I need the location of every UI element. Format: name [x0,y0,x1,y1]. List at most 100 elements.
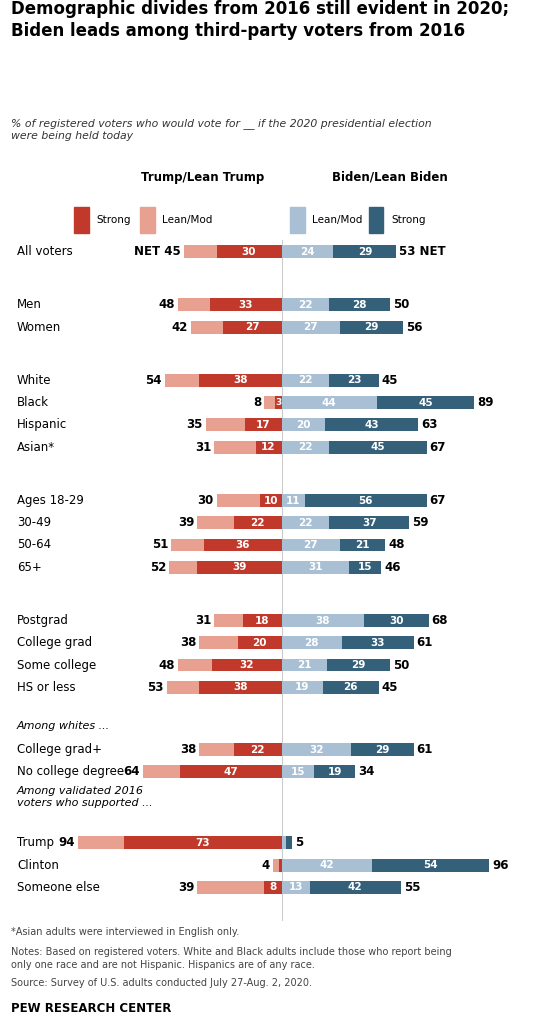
Text: 29: 29 [364,322,379,332]
Bar [140,208,155,232]
Text: 28: 28 [352,300,367,310]
Bar [199,743,234,756]
Text: All voters: All voters [17,246,73,258]
Bar [329,441,426,453]
Text: Someone else: Someone else [17,881,100,894]
Text: 28: 28 [305,637,319,648]
Bar [212,659,282,671]
Text: 47: 47 [223,767,238,776]
Bar [282,517,329,529]
Text: Strong: Strong [96,215,131,225]
Bar [282,837,286,849]
Text: 63: 63 [421,418,437,432]
Bar [282,441,329,453]
Text: Source: Survey of U.S. adults conducted July 27-Aug. 2, 2020.: Source: Survey of U.S. adults conducted … [11,978,312,988]
Bar [342,636,414,650]
Text: HS or less: HS or less [17,680,76,694]
Text: 48: 48 [158,299,175,311]
Text: 3: 3 [275,398,281,407]
Text: 48: 48 [158,659,175,671]
Text: 50-64: 50-64 [17,538,51,551]
Text: % of registered voters who would vote for __ if the 2020 presidential election
w: % of registered voters who would vote fo… [11,118,432,141]
Bar [329,374,379,387]
Text: 54: 54 [424,860,438,871]
Text: 38: 38 [180,636,196,650]
Text: 27: 27 [304,540,318,550]
Bar [282,246,334,258]
Text: *Asian adults were interviewed in English only.: *Asian adults were interviewed in Englis… [11,927,239,937]
Bar [282,614,364,627]
Text: 45: 45 [418,398,433,408]
Bar [191,320,223,333]
Bar [282,418,325,432]
Text: 73: 73 [195,838,210,848]
Text: 33: 33 [238,300,253,310]
Text: 52: 52 [150,561,166,574]
Text: 61: 61 [416,636,433,650]
Text: 56: 56 [406,320,422,333]
Bar [223,320,282,333]
Text: Strong: Strong [391,215,426,225]
Text: 34: 34 [358,765,374,779]
Text: 18: 18 [255,616,269,626]
Text: 20: 20 [253,637,267,648]
Text: Hispanic: Hispanic [17,418,67,432]
Bar [282,681,323,694]
Text: Asian*: Asian* [17,441,55,453]
Text: Black: Black [17,396,49,409]
Bar [164,374,199,387]
Text: 48: 48 [389,538,405,551]
Text: 10: 10 [264,495,278,505]
Bar [286,837,292,849]
Bar [275,396,282,409]
Text: 22: 22 [250,745,265,755]
Text: 22: 22 [298,442,312,452]
Bar [216,494,260,507]
Bar [214,614,243,627]
Text: 50: 50 [393,659,409,671]
Bar [264,396,275,409]
Bar [279,858,282,872]
Text: Demographic divides from 2016 still evident in 2020;
Biden leads among third-par: Demographic divides from 2016 still evid… [11,0,509,40]
Bar [167,681,199,694]
Text: 42: 42 [171,320,187,333]
Text: 45: 45 [382,374,398,387]
Text: Postgrad: Postgrad [17,614,69,627]
Text: 23: 23 [347,375,361,386]
Text: 29: 29 [358,247,372,257]
Bar [334,246,396,258]
Text: 20: 20 [296,419,310,430]
Text: College grad+: College grad+ [17,743,102,756]
Text: Some college: Some college [17,659,96,671]
Text: 26: 26 [344,682,358,693]
Bar [171,538,204,551]
Bar [310,881,401,894]
Text: 56: 56 [359,495,373,505]
Bar [255,441,282,453]
Text: 27: 27 [304,322,318,332]
Text: 4: 4 [261,858,270,872]
Bar [340,320,403,333]
Text: 53: 53 [147,680,164,694]
Bar [78,837,123,849]
Bar [234,517,282,529]
Text: 54: 54 [145,374,162,387]
Bar [234,743,282,756]
Text: 8: 8 [269,883,277,892]
Bar [282,858,373,872]
Bar [204,538,282,551]
Text: 24: 24 [300,247,315,257]
Bar [369,208,384,232]
Text: 17: 17 [256,419,270,430]
Bar [178,299,210,311]
Bar [325,418,418,432]
Text: 64: 64 [123,765,140,779]
Bar [327,659,390,671]
Text: 42: 42 [348,883,362,892]
Text: Women: Women [17,320,61,333]
Text: 67: 67 [430,441,446,453]
Bar [290,208,305,232]
Text: 31: 31 [308,563,322,572]
Text: White: White [17,374,52,387]
Bar [282,636,342,650]
